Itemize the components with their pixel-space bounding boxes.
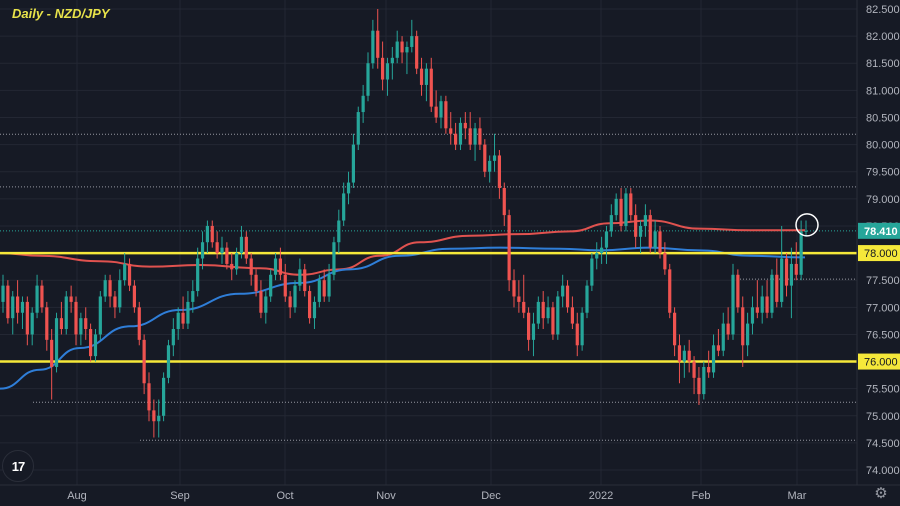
svg-text:Oct: Oct: [276, 490, 293, 502]
svg-text:81.500: 81.500: [866, 58, 900, 70]
svg-text:77.500: 77.500: [866, 275, 900, 287]
svg-text:82.500: 82.500: [866, 4, 900, 16]
svg-text:78.410: 78.410: [864, 226, 898, 238]
svg-text:74.000: 74.000: [866, 465, 900, 477]
svg-text:Dec: Dec: [481, 490, 501, 502]
svg-text:Mar: Mar: [788, 490, 807, 502]
chart-title: Daily - NZD/JPY: [12, 6, 110, 21]
svg-text:2022: 2022: [589, 490, 613, 502]
svg-text:77.000: 77.000: [866, 302, 900, 314]
gear-icon[interactable]: ⚙: [874, 485, 888, 502]
svg-text:80.000: 80.000: [866, 140, 900, 152]
svg-text:76.000: 76.000: [864, 357, 898, 369]
time-axis[interactable]: Aug Sep Oct Nov Dec 2022 Feb Mar: [67, 490, 807, 502]
svg-text:Aug: Aug: [67, 490, 87, 502]
tradingview-logo[interactable]: 17: [2, 450, 34, 482]
svg-text:79.000: 79.000: [866, 194, 900, 206]
svg-text:Feb: Feb: [692, 490, 711, 502]
svg-text:75.000: 75.000: [866, 411, 900, 423]
svg-text:Sep: Sep: [170, 490, 190, 502]
svg-text:78.000: 78.000: [864, 248, 898, 260]
highlight-circle: [795, 213, 819, 237]
svg-text:81.000: 81.000: [866, 85, 900, 97]
svg-text:80.500: 80.500: [866, 112, 900, 124]
svg-text:75.500: 75.500: [866, 384, 900, 396]
moving-averages: [0, 219, 806, 390]
svg-text:74.500: 74.500: [866, 438, 900, 450]
svg-text:Nov: Nov: [376, 490, 396, 502]
candlesticks: [1, 9, 808, 438]
svg-text:76.500: 76.500: [866, 329, 900, 341]
svg-text:82.000: 82.000: [866, 31, 900, 43]
svg-text:79.500: 79.500: [866, 167, 900, 179]
dotted-levels: [0, 133, 857, 441]
price-axis[interactable]: 82.500 82.000 81.500 81.000 80.500 80.000 79.5…: [858, 4, 900, 477]
